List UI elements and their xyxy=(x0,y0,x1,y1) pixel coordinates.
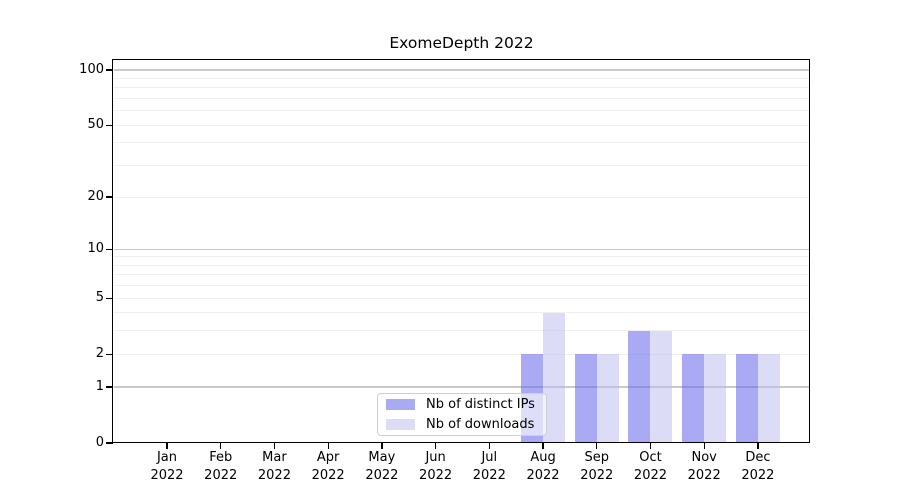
bar-dec-downloads xyxy=(757,354,780,442)
y-tick-1 xyxy=(106,386,113,388)
y-tick-5 xyxy=(106,297,113,299)
y-tick-label-2: 2 xyxy=(95,346,104,362)
x-tick-label-mar: Mar 2022 xyxy=(257,450,291,483)
gridline-y-1 xyxy=(114,386,809,388)
bar-aug-downloads xyxy=(543,312,566,442)
gridline-y-3 xyxy=(114,330,809,332)
x-tick-label-sep: Sep 2022 xyxy=(580,450,614,483)
gridline-y-8 xyxy=(114,264,809,266)
gridline-y-9 xyxy=(114,256,809,258)
x-tick-may xyxy=(381,443,383,449)
x-tick-label-jan: Jan 2022 xyxy=(150,450,184,483)
x-tick-mar xyxy=(273,443,276,449)
legend-swatch-distinct-ips xyxy=(386,399,415,410)
gridline-y-10 xyxy=(114,248,809,250)
y-tick-label-1: 1 xyxy=(95,378,104,394)
gridline-y-5 xyxy=(114,297,809,299)
y-tick-10 xyxy=(106,248,113,250)
x-tick-label-jul: Jul 2022 xyxy=(472,450,506,483)
bar-oct-downloads xyxy=(650,330,673,442)
y-tick-label-10: 10 xyxy=(87,241,104,257)
legend-item-downloads: Nb of downloads xyxy=(386,416,546,433)
gridline-y-100 xyxy=(114,69,809,71)
bar-dec-distinct-ips xyxy=(735,354,758,442)
bar-sep-downloads xyxy=(596,354,619,442)
y-tick-label-20: 20 xyxy=(87,189,104,204)
y-tick-20 xyxy=(106,196,113,198)
legend-label-downloads: Nb of downloads xyxy=(426,417,535,432)
legend-label-distinct-ips: Nb of distinct IPs xyxy=(426,397,535,412)
x-tick-label-apr: Apr 2022 xyxy=(311,450,345,483)
bar-nov-distinct-ips xyxy=(682,354,705,442)
y-tick-label-100: 100 xyxy=(79,62,104,78)
gridline-y-80 xyxy=(114,87,809,89)
gridline-y-50 xyxy=(114,124,809,126)
x-tick-sep xyxy=(596,443,598,449)
y-tick-label-0: 0 xyxy=(95,435,104,450)
legend-item-distinct-ips: Nb of distinct IPs xyxy=(386,396,546,413)
x-tick-apr xyxy=(327,443,329,449)
y-tick-0 xyxy=(106,442,113,444)
x-tick-oct xyxy=(649,443,652,449)
gridline-y-70 xyxy=(114,98,809,100)
x-tick-label-dec: Dec 2022 xyxy=(741,450,775,483)
x-tick-aug xyxy=(542,443,544,449)
x-tick-dec xyxy=(757,443,759,449)
x-tick-label-aug: Aug 2022 xyxy=(526,450,560,483)
y-tick-2 xyxy=(106,353,113,355)
bar-oct-distinct-ips xyxy=(628,330,651,442)
y-tick-100 xyxy=(106,69,113,71)
y-tick-50 xyxy=(106,124,113,126)
legend-swatch-downloads xyxy=(386,419,415,430)
gridline-y-4 xyxy=(114,312,809,314)
gridline-y-60 xyxy=(114,110,809,112)
x-tick-jan xyxy=(166,443,168,449)
x-tick-nov xyxy=(703,443,705,449)
x-tick-jul xyxy=(488,443,491,449)
gridline-y-90 xyxy=(114,78,809,80)
x-tick-label-may: May 2022 xyxy=(365,450,399,483)
x-tick-label-jun: Jun 2022 xyxy=(419,450,453,483)
bar-nov-downloads xyxy=(704,354,727,442)
gridline-y-6 xyxy=(114,285,809,287)
x-tick-feb xyxy=(220,443,222,449)
x-tick-jun xyxy=(435,443,437,449)
legend: Nb of distinct IPs Nb of downloads xyxy=(377,393,547,436)
chart-title: ExomeDepth 2022 xyxy=(389,34,534,52)
x-tick-label-nov: Nov 2022 xyxy=(687,450,721,483)
gridline-y-2 xyxy=(114,353,809,355)
gridline-y-20 xyxy=(114,196,809,198)
x-tick-label-feb: Feb 2022 xyxy=(204,450,238,483)
y-tick-label-5: 5 xyxy=(95,290,104,306)
x-tick-label-oct: Oct 2022 xyxy=(633,450,668,483)
gridline-y-40 xyxy=(114,142,809,144)
gridline-y-7 xyxy=(114,274,809,276)
y-tick-label-50: 50 xyxy=(87,117,104,133)
gridline-y-30 xyxy=(114,165,809,167)
bar-sep-distinct-ips xyxy=(574,354,597,442)
